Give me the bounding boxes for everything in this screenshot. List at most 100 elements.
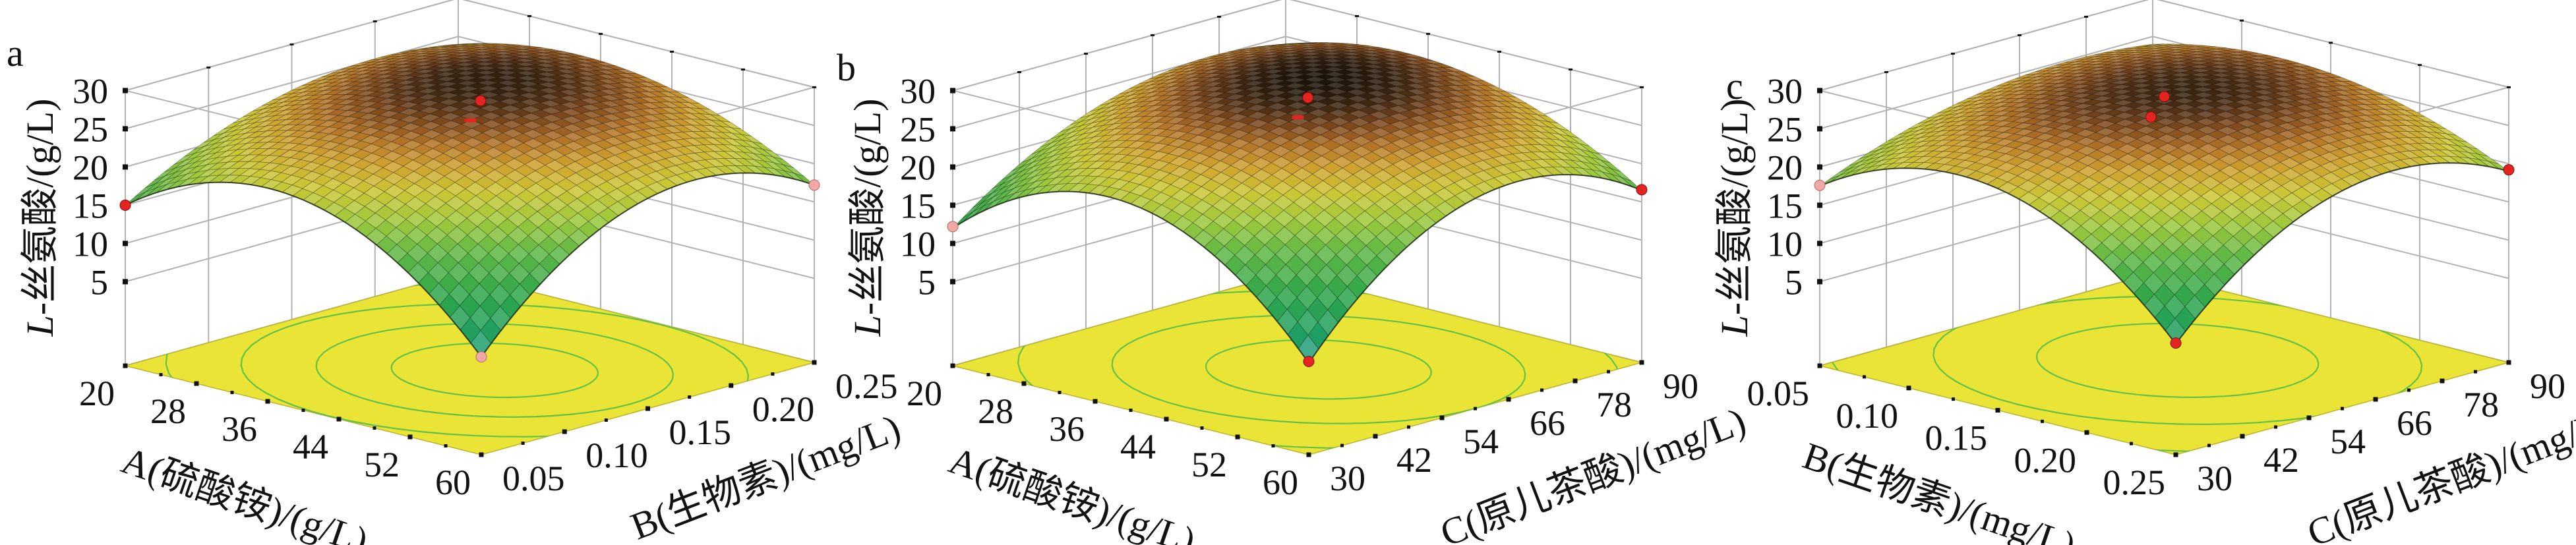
z-axis-tick	[1817, 279, 1822, 285]
design-point-pink	[947, 221, 959, 233]
design-points	[947, 92, 1648, 367]
x-axis-tick-label: 20	[907, 374, 942, 413]
y-axis-tick-label: 0.20	[752, 389, 815, 429]
y-axis-tick-label: 54	[2330, 422, 2366, 461]
y-axis-tick-label: 78	[1596, 385, 1632, 424]
z-axis-tick	[950, 241, 955, 246]
panel-c-surface-plot: 51015202530L-丝氨酸/(g/L)0.050.100.150.200.…	[1713, 0, 2576, 545]
surface-silhouette	[1819, 162, 2509, 345]
z-axis-tick-label: 5	[918, 262, 936, 302]
panel-letter: c	[1726, 65, 1743, 107]
design-point-pink	[808, 179, 820, 191]
design-point-red	[2145, 111, 2157, 123]
design-point-red	[2170, 337, 2182, 349]
z-axis-tick-label: 20	[73, 148, 108, 187]
z-axis-tick	[1817, 164, 1822, 170]
x-axis-tick-label: 44	[293, 427, 328, 467]
design-point-red	[1302, 92, 1314, 103]
z-axis-tick	[950, 279, 955, 285]
surface-mesh	[952, 42, 1642, 364]
design-point-dash	[464, 118, 477, 123]
y-axis-tick-label: 0.05	[502, 459, 565, 498]
z-axis-tick-label: 10	[1767, 224, 1803, 264]
z-axis-tick	[123, 279, 128, 285]
z-axis-tick	[950, 88, 955, 94]
x-axis-tick-label: 28	[150, 391, 186, 431]
x-axis-tick-label: 36	[1049, 409, 1085, 449]
y-axis-tick-label: 30	[2197, 459, 2232, 498]
y-axis-tick-label: 54	[1463, 422, 1499, 461]
z-axis-tick-label: 25	[1767, 109, 1803, 149]
z-axis-tick	[1817, 241, 1822, 246]
y-axis-tick-label: 66	[2397, 403, 2432, 443]
x-axis-title: A(硫酸铵)/(g/L)	[944, 438, 1201, 545]
y-axis-tick-label: 0.25	[835, 366, 898, 406]
z-axis-tick	[123, 126, 128, 132]
design-point-red	[1636, 184, 1648, 196]
surface-silhouette	[125, 172, 815, 358]
design-point-red	[2159, 91, 2170, 102]
z-axis-tick-label: 20	[1767, 148, 1803, 187]
x-axis-tick-label: 20	[79, 374, 115, 413]
y-axis-title: C(原儿茶酸)/(mg/L)	[2302, 399, 2576, 545]
design-point-red	[2503, 164, 2515, 176]
y-axis-tick-label: 78	[2463, 385, 2499, 424]
design-point-pink	[475, 351, 487, 363]
x-axis-tick-label: 60	[435, 463, 471, 502]
design-point-red	[119, 199, 131, 211]
z-axis-title: L-丝氨酸/(g/L)	[18, 99, 61, 337]
x-axis-tick-label: 28	[978, 391, 1013, 431]
surface-silhouette	[952, 173, 1642, 364]
z-axis-tick-label: 25	[73, 109, 108, 149]
y-axis-tick-label: 0.10	[585, 436, 648, 475]
design-point-dash	[1292, 115, 1304, 119]
z-axis-tick-label: 15	[73, 186, 108, 225]
design-points	[119, 95, 820, 363]
z-axis-tick	[950, 202, 955, 208]
x-axis-tick-label: 52	[364, 445, 400, 484]
y-axis-tick-label: 42	[1396, 440, 1432, 480]
z-axis-tick-label: 5	[90, 262, 108, 302]
x-axis-tick-label: 0.10	[1836, 396, 1899, 436]
z-axis-tick-label: 30	[73, 71, 108, 111]
z-axis-tick-label: 30	[900, 71, 936, 111]
z-axis-tick	[950, 126, 955, 132]
y-axis-tick-label: 0.15	[669, 413, 732, 452]
z-axis-tick	[1817, 88, 1822, 94]
z-axis-tick-label: 10	[73, 224, 108, 264]
x-axis-tick-label: 0.20	[2014, 440, 2077, 480]
z-axis-tick-label: 20	[900, 148, 936, 187]
x-axis-tick-label: 60	[1263, 463, 1298, 502]
x-axis-title: A(硫酸铵)/(g/L)	[116, 438, 373, 545]
y-axis-tick-label: 66	[1530, 403, 1565, 443]
design-point-red	[1303, 355, 1315, 367]
y-axis-tick-label: 90	[2530, 366, 2565, 406]
panel-letter: b	[837, 46, 856, 89]
x-axis-tick-label: 36	[222, 409, 257, 449]
design-points	[1814, 91, 2515, 349]
design-point-red	[475, 95, 487, 107]
z-axis-tick-label: 15	[1767, 186, 1803, 225]
z-axis-tick	[123, 88, 128, 94]
x-axis-tick-label: 0.05	[1747, 374, 1810, 413]
y-axis-tick-label: 30	[1330, 459, 1365, 498]
x-axis-tick-label: 0.25	[2103, 463, 2166, 502]
z-axis-tick	[123, 164, 128, 170]
z-axis-tick	[1817, 126, 1822, 132]
z-axis-tick	[123, 241, 128, 246]
z-axis-tick	[950, 164, 955, 170]
y-axis-tick-label: 42	[2263, 440, 2299, 480]
surface-mesh	[1819, 43, 2509, 345]
x-axis-tick-label: 44	[1120, 427, 1156, 467]
z-axis-tick-label: 5	[1785, 262, 1803, 302]
z-axis-tick	[1817, 202, 1822, 208]
panel-letter: a	[7, 32, 24, 74]
z-axis-tick-label: 10	[900, 224, 936, 264]
surface-mesh	[125, 43, 815, 358]
